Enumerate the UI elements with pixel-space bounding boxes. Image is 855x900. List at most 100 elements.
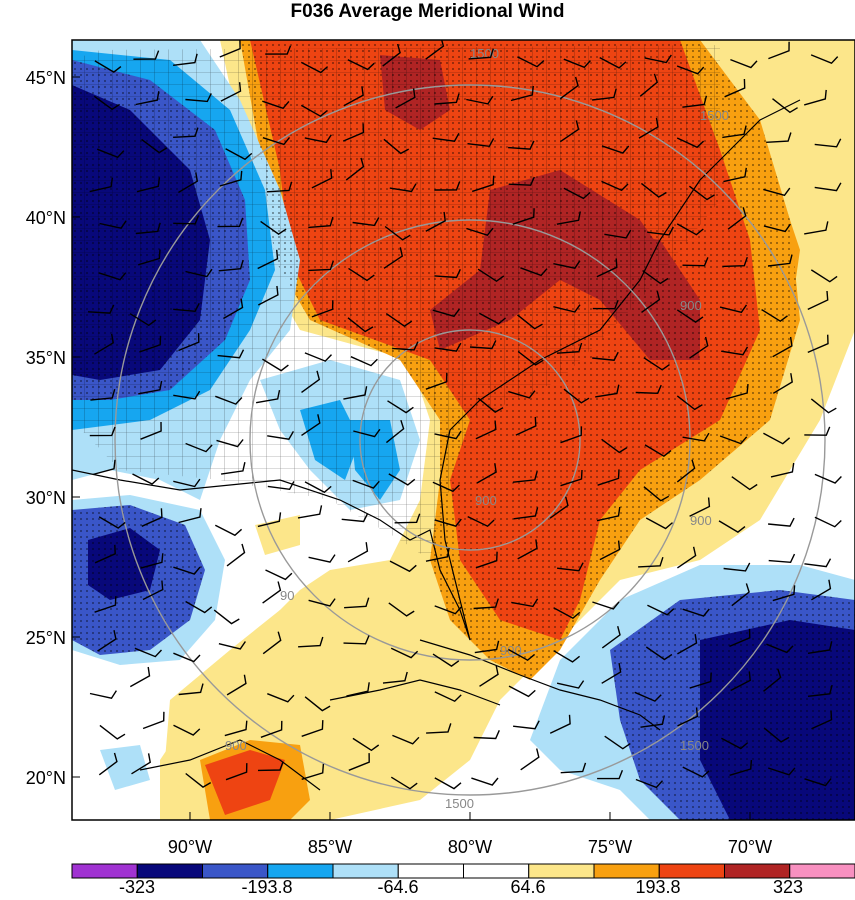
wind-barb <box>134 647 163 658</box>
wind-barb <box>517 314 543 330</box>
wind-barb <box>304 134 332 144</box>
colorbar-labels: -323 -193.8 -64.6 64.6 193.8 323 <box>119 877 803 897</box>
ring-label: 900 <box>225 738 247 753</box>
wind-barb <box>352 737 380 752</box>
wind-barb <box>723 562 751 572</box>
wind-barb <box>814 182 842 192</box>
wind-barb <box>810 398 837 414</box>
wind-barb <box>689 497 711 517</box>
wind-barb <box>392 341 419 351</box>
wind-barb <box>92 459 116 476</box>
wind-barb <box>217 349 245 359</box>
wind-barb <box>385 313 413 328</box>
wind-barb <box>556 680 585 689</box>
wind-barb <box>347 59 375 71</box>
lat-label: 20°N <box>26 768 66 788</box>
wind-barb <box>763 223 791 233</box>
wind-barb <box>388 602 415 617</box>
wind-barb <box>178 683 204 696</box>
wind-barb <box>213 609 240 625</box>
wind-barb <box>298 636 324 648</box>
wind-barb <box>257 249 279 270</box>
wind-barb <box>262 631 282 655</box>
wind-barb <box>772 373 793 394</box>
colorbar-swatch <box>658 863 725 879</box>
wind-barb <box>676 223 704 236</box>
wind-barb <box>226 543 246 567</box>
wind-barb <box>224 720 248 737</box>
lon-label: 90°W <box>168 837 212 857</box>
lat-label: 30°N <box>26 488 66 508</box>
wind-barb <box>597 769 624 780</box>
wind-barb <box>425 547 450 562</box>
wind-barb <box>257 512 282 528</box>
wind-barb <box>466 95 494 105</box>
wind-barb <box>311 169 333 189</box>
wind-barb <box>517 56 545 68</box>
lat-label: 45°N <box>26 68 66 88</box>
wind-barb <box>383 247 404 269</box>
wind-barb <box>129 313 157 327</box>
wind-barb <box>601 145 630 154</box>
map-frame <box>71 39 855 821</box>
latitude-axis: 45°N 40°N 35°N 30°N 25°N 20°N <box>26 68 80 788</box>
wind-barb <box>722 256 748 268</box>
wind-barb <box>811 710 833 730</box>
wind-barb <box>508 176 535 186</box>
wind-barb <box>508 685 536 698</box>
wind-barb <box>677 633 698 655</box>
wind-barb <box>475 551 498 569</box>
wind-barb <box>677 707 699 727</box>
ring-label: 1500 <box>445 796 474 811</box>
wind-barb <box>553 304 581 313</box>
wind-barb <box>560 426 583 444</box>
wind-barb <box>260 220 287 235</box>
wind-barb <box>131 753 151 775</box>
wind-barb <box>721 737 749 750</box>
wind-barb <box>389 560 417 573</box>
lon-label: 80°W <box>448 837 492 857</box>
wind-barb <box>682 432 710 442</box>
wind-barb <box>352 217 380 227</box>
wind-barb <box>508 648 536 662</box>
wind-barb <box>804 778 832 787</box>
wind-barb <box>267 481 295 491</box>
wind-barb <box>425 372 448 390</box>
wind-barb <box>262 358 289 372</box>
wind-barb <box>434 691 462 703</box>
colorbar-swatch <box>71 863 138 879</box>
wind-barb <box>508 390 536 399</box>
wind-barb <box>185 268 213 278</box>
ring-label: 90 <box>280 588 294 603</box>
wind-barb <box>383 138 410 155</box>
wind-barb <box>731 583 750 607</box>
colorbar-swatch <box>332 863 399 879</box>
wind-barb <box>395 88 416 109</box>
wind-barb <box>390 647 419 659</box>
wind-barb <box>642 270 669 285</box>
wind-barb <box>139 335 162 353</box>
wind-barb <box>647 604 675 616</box>
wind-barb <box>604 229 632 239</box>
wind-barb <box>173 215 200 225</box>
wind-barb <box>772 98 798 114</box>
wind-barb <box>772 585 796 602</box>
wind-barb <box>559 120 580 143</box>
wind-barb <box>434 181 461 191</box>
wind-barb <box>476 463 497 484</box>
lon-label: 85°W <box>308 837 352 857</box>
wind-barb <box>475 420 497 440</box>
wind-barb <box>93 95 120 111</box>
wind-barb <box>215 395 243 405</box>
wind-barb <box>466 227 494 237</box>
wind-barb <box>390 776 418 790</box>
wind-barb <box>763 668 782 692</box>
wind-barb <box>178 172 199 194</box>
wind-barb <box>308 554 336 563</box>
wind-barb <box>811 579 832 601</box>
wind-barb <box>223 298 244 320</box>
wind-barb <box>98 272 127 281</box>
ring-label: 1500 <box>700 108 729 123</box>
wind-barb <box>304 481 332 494</box>
wind-barb <box>141 138 168 154</box>
